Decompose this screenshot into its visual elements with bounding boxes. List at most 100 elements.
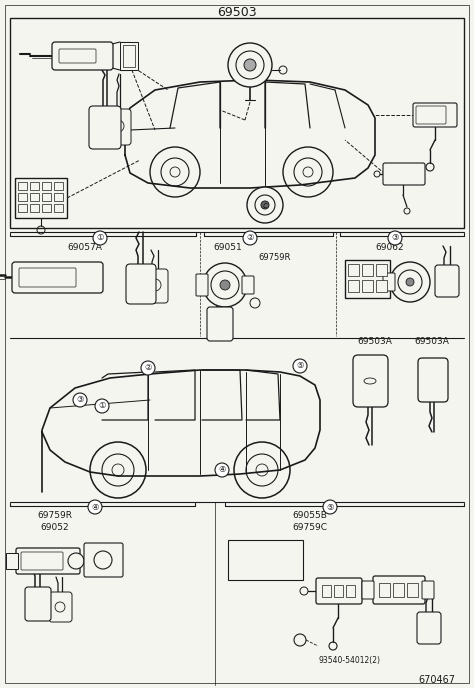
Text: ④: ④ <box>91 502 99 511</box>
Bar <box>376 264 387 276</box>
FancyBboxPatch shape <box>21 552 63 570</box>
FancyBboxPatch shape <box>89 106 121 149</box>
FancyBboxPatch shape <box>207 307 233 341</box>
Circle shape <box>243 231 257 245</box>
Bar <box>42 204 51 212</box>
Circle shape <box>390 262 430 302</box>
Bar <box>30 193 39 201</box>
Bar <box>30 182 39 190</box>
FancyBboxPatch shape <box>126 264 156 304</box>
Text: c: c <box>263 200 267 210</box>
Text: ①: ① <box>96 233 104 242</box>
FancyBboxPatch shape <box>196 274 208 296</box>
Bar <box>228 540 303 580</box>
Text: 69052: 69052 <box>41 524 69 533</box>
Circle shape <box>398 270 422 294</box>
FancyBboxPatch shape <box>435 265 459 297</box>
Circle shape <box>94 551 112 569</box>
FancyBboxPatch shape <box>362 581 374 599</box>
FancyBboxPatch shape <box>143 269 168 303</box>
Circle shape <box>294 634 306 646</box>
Bar <box>42 182 51 190</box>
Circle shape <box>250 298 260 308</box>
Bar <box>30 204 39 212</box>
FancyBboxPatch shape <box>19 268 76 287</box>
Circle shape <box>247 187 283 223</box>
Circle shape <box>255 195 275 215</box>
Circle shape <box>220 280 230 290</box>
Circle shape <box>68 553 84 569</box>
Circle shape <box>215 463 229 477</box>
Circle shape <box>293 359 307 373</box>
Bar <box>362 264 373 276</box>
FancyBboxPatch shape <box>16 548 80 574</box>
Bar <box>379 583 390 597</box>
FancyBboxPatch shape <box>25 587 51 621</box>
Bar <box>54 193 63 201</box>
Circle shape <box>92 274 98 280</box>
Text: FIG 84-01: FIG 84-01 <box>246 558 283 567</box>
Text: ①: ① <box>98 402 106 411</box>
Circle shape <box>93 231 107 245</box>
FancyBboxPatch shape <box>422 581 434 599</box>
Text: ②: ② <box>144 363 152 372</box>
Bar <box>120 42 138 70</box>
Circle shape <box>141 361 155 375</box>
FancyBboxPatch shape <box>242 276 254 294</box>
Text: ④: ④ <box>218 466 226 475</box>
Bar <box>18 204 27 212</box>
Circle shape <box>244 59 256 71</box>
Text: ③: ③ <box>391 233 399 242</box>
Bar <box>393 583 404 597</box>
Bar <box>348 280 359 292</box>
FancyBboxPatch shape <box>52 42 113 70</box>
Circle shape <box>73 393 87 407</box>
Text: 69503A: 69503A <box>415 338 449 347</box>
Text: 93540-54012(2): 93540-54012(2) <box>319 656 381 665</box>
FancyBboxPatch shape <box>12 262 103 293</box>
FancyBboxPatch shape <box>373 576 425 604</box>
Bar <box>348 264 359 276</box>
Text: ③: ③ <box>76 396 84 405</box>
Bar <box>376 280 387 292</box>
Bar <box>334 585 343 597</box>
FancyBboxPatch shape <box>417 612 441 644</box>
Text: 69055B: 69055B <box>292 511 328 521</box>
FancyBboxPatch shape <box>413 103 457 127</box>
FancyBboxPatch shape <box>416 106 446 124</box>
Text: 69057A: 69057A <box>68 242 102 252</box>
Bar <box>6 553 18 569</box>
Bar <box>18 193 27 201</box>
Bar <box>15 178 67 218</box>
Text: S: S <box>298 636 302 645</box>
Bar <box>10 18 464 228</box>
Circle shape <box>323 500 337 514</box>
Bar <box>407 583 418 597</box>
Text: 69759C: 69759C <box>292 524 328 533</box>
Text: 69503A: 69503A <box>357 338 392 347</box>
Text: 69759R: 69759R <box>37 511 73 521</box>
Circle shape <box>211 271 239 299</box>
FancyBboxPatch shape <box>59 49 96 63</box>
Bar <box>18 182 27 190</box>
FancyBboxPatch shape <box>49 592 72 622</box>
Bar <box>54 204 63 212</box>
FancyBboxPatch shape <box>316 578 362 604</box>
Circle shape <box>88 500 102 514</box>
Bar <box>346 585 355 597</box>
Circle shape <box>261 201 269 209</box>
Text: 69759R: 69759R <box>259 253 291 263</box>
Bar <box>54 182 63 190</box>
Text: 670467: 670467 <box>418 675 455 685</box>
Text: (PNC 84830): (PNC 84830) <box>241 568 289 577</box>
Circle shape <box>388 231 402 245</box>
Bar <box>322 585 331 597</box>
Circle shape <box>203 263 247 307</box>
Text: 69062: 69062 <box>376 242 404 252</box>
Bar <box>42 193 51 201</box>
Circle shape <box>95 399 109 413</box>
FancyBboxPatch shape <box>383 273 395 291</box>
Bar <box>362 280 373 292</box>
Text: REFER TO: REFER TO <box>246 548 284 557</box>
FancyBboxPatch shape <box>383 163 425 185</box>
